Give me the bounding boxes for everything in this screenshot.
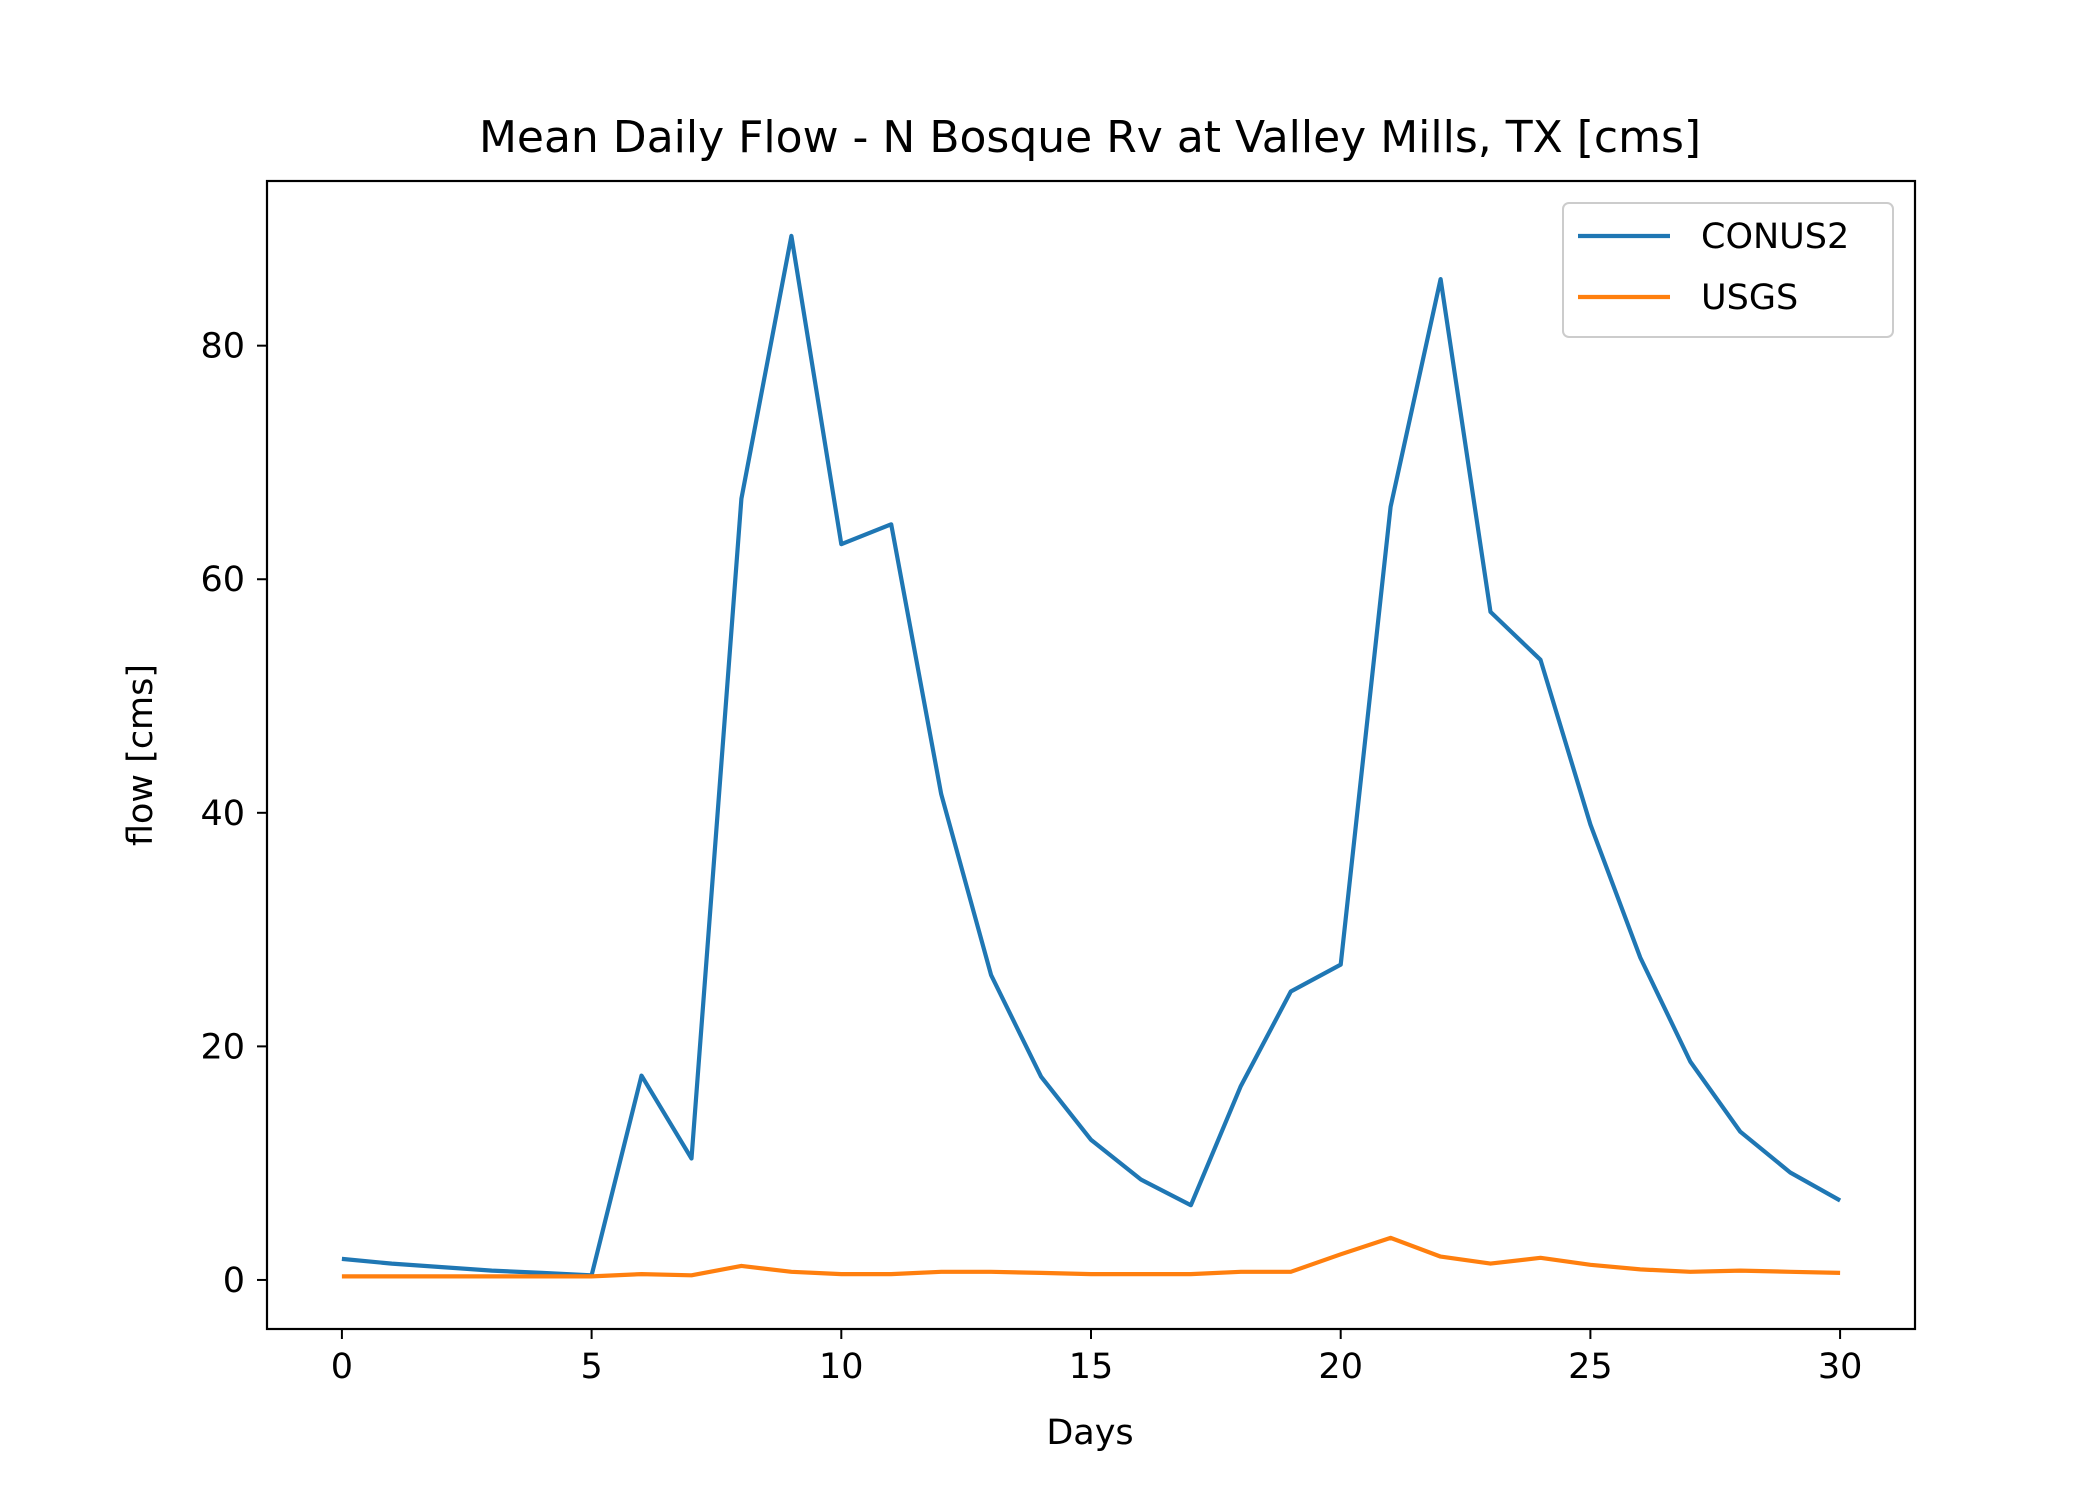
- plot-area: [265, 179, 1917, 1331]
- y-tick-label: 20: [200, 1027, 245, 1067]
- x-tick-label: 0: [331, 1347, 353, 1387]
- x-axis: 0 5 10 15 20 25 30: [331, 1329, 1863, 1387]
- y-axis-label: flow [cms]: [121, 664, 161, 846]
- series-line-usgs: [341, 1235, 1841, 1279]
- y-tick-label: 80: [200, 327, 245, 367]
- y-axis: 0 20 40 60 80: [200, 327, 267, 1301]
- legend-label: CONUS2: [1701, 217, 1849, 257]
- y-tick-label: 60: [200, 560, 245, 600]
- series-line-conus2: [341, 233, 1842, 1278]
- x-tick-label: 25: [1568, 1347, 1613, 1387]
- chart-title: Mean Daily Flow - N Bosque Rv at Valley …: [479, 112, 1701, 163]
- x-tick-label: 5: [580, 1347, 602, 1387]
- series-layer: [341, 233, 1842, 1279]
- x-axis-label: Days: [1046, 1413, 1133, 1453]
- legend-label: USGS: [1701, 278, 1798, 318]
- x-tick-label: 10: [819, 1347, 864, 1387]
- y-tick-label: 0: [223, 1261, 245, 1301]
- x-tick-label: 30: [1818, 1347, 1863, 1387]
- legend: CONUS2 USGS: [1562, 202, 1894, 338]
- x-tick-label: 20: [1318, 1347, 1363, 1387]
- y-tick-label: 40: [200, 794, 245, 834]
- plot-frame: [265, 179, 1917, 1331]
- x-tick-label: 15: [1069, 1347, 1114, 1387]
